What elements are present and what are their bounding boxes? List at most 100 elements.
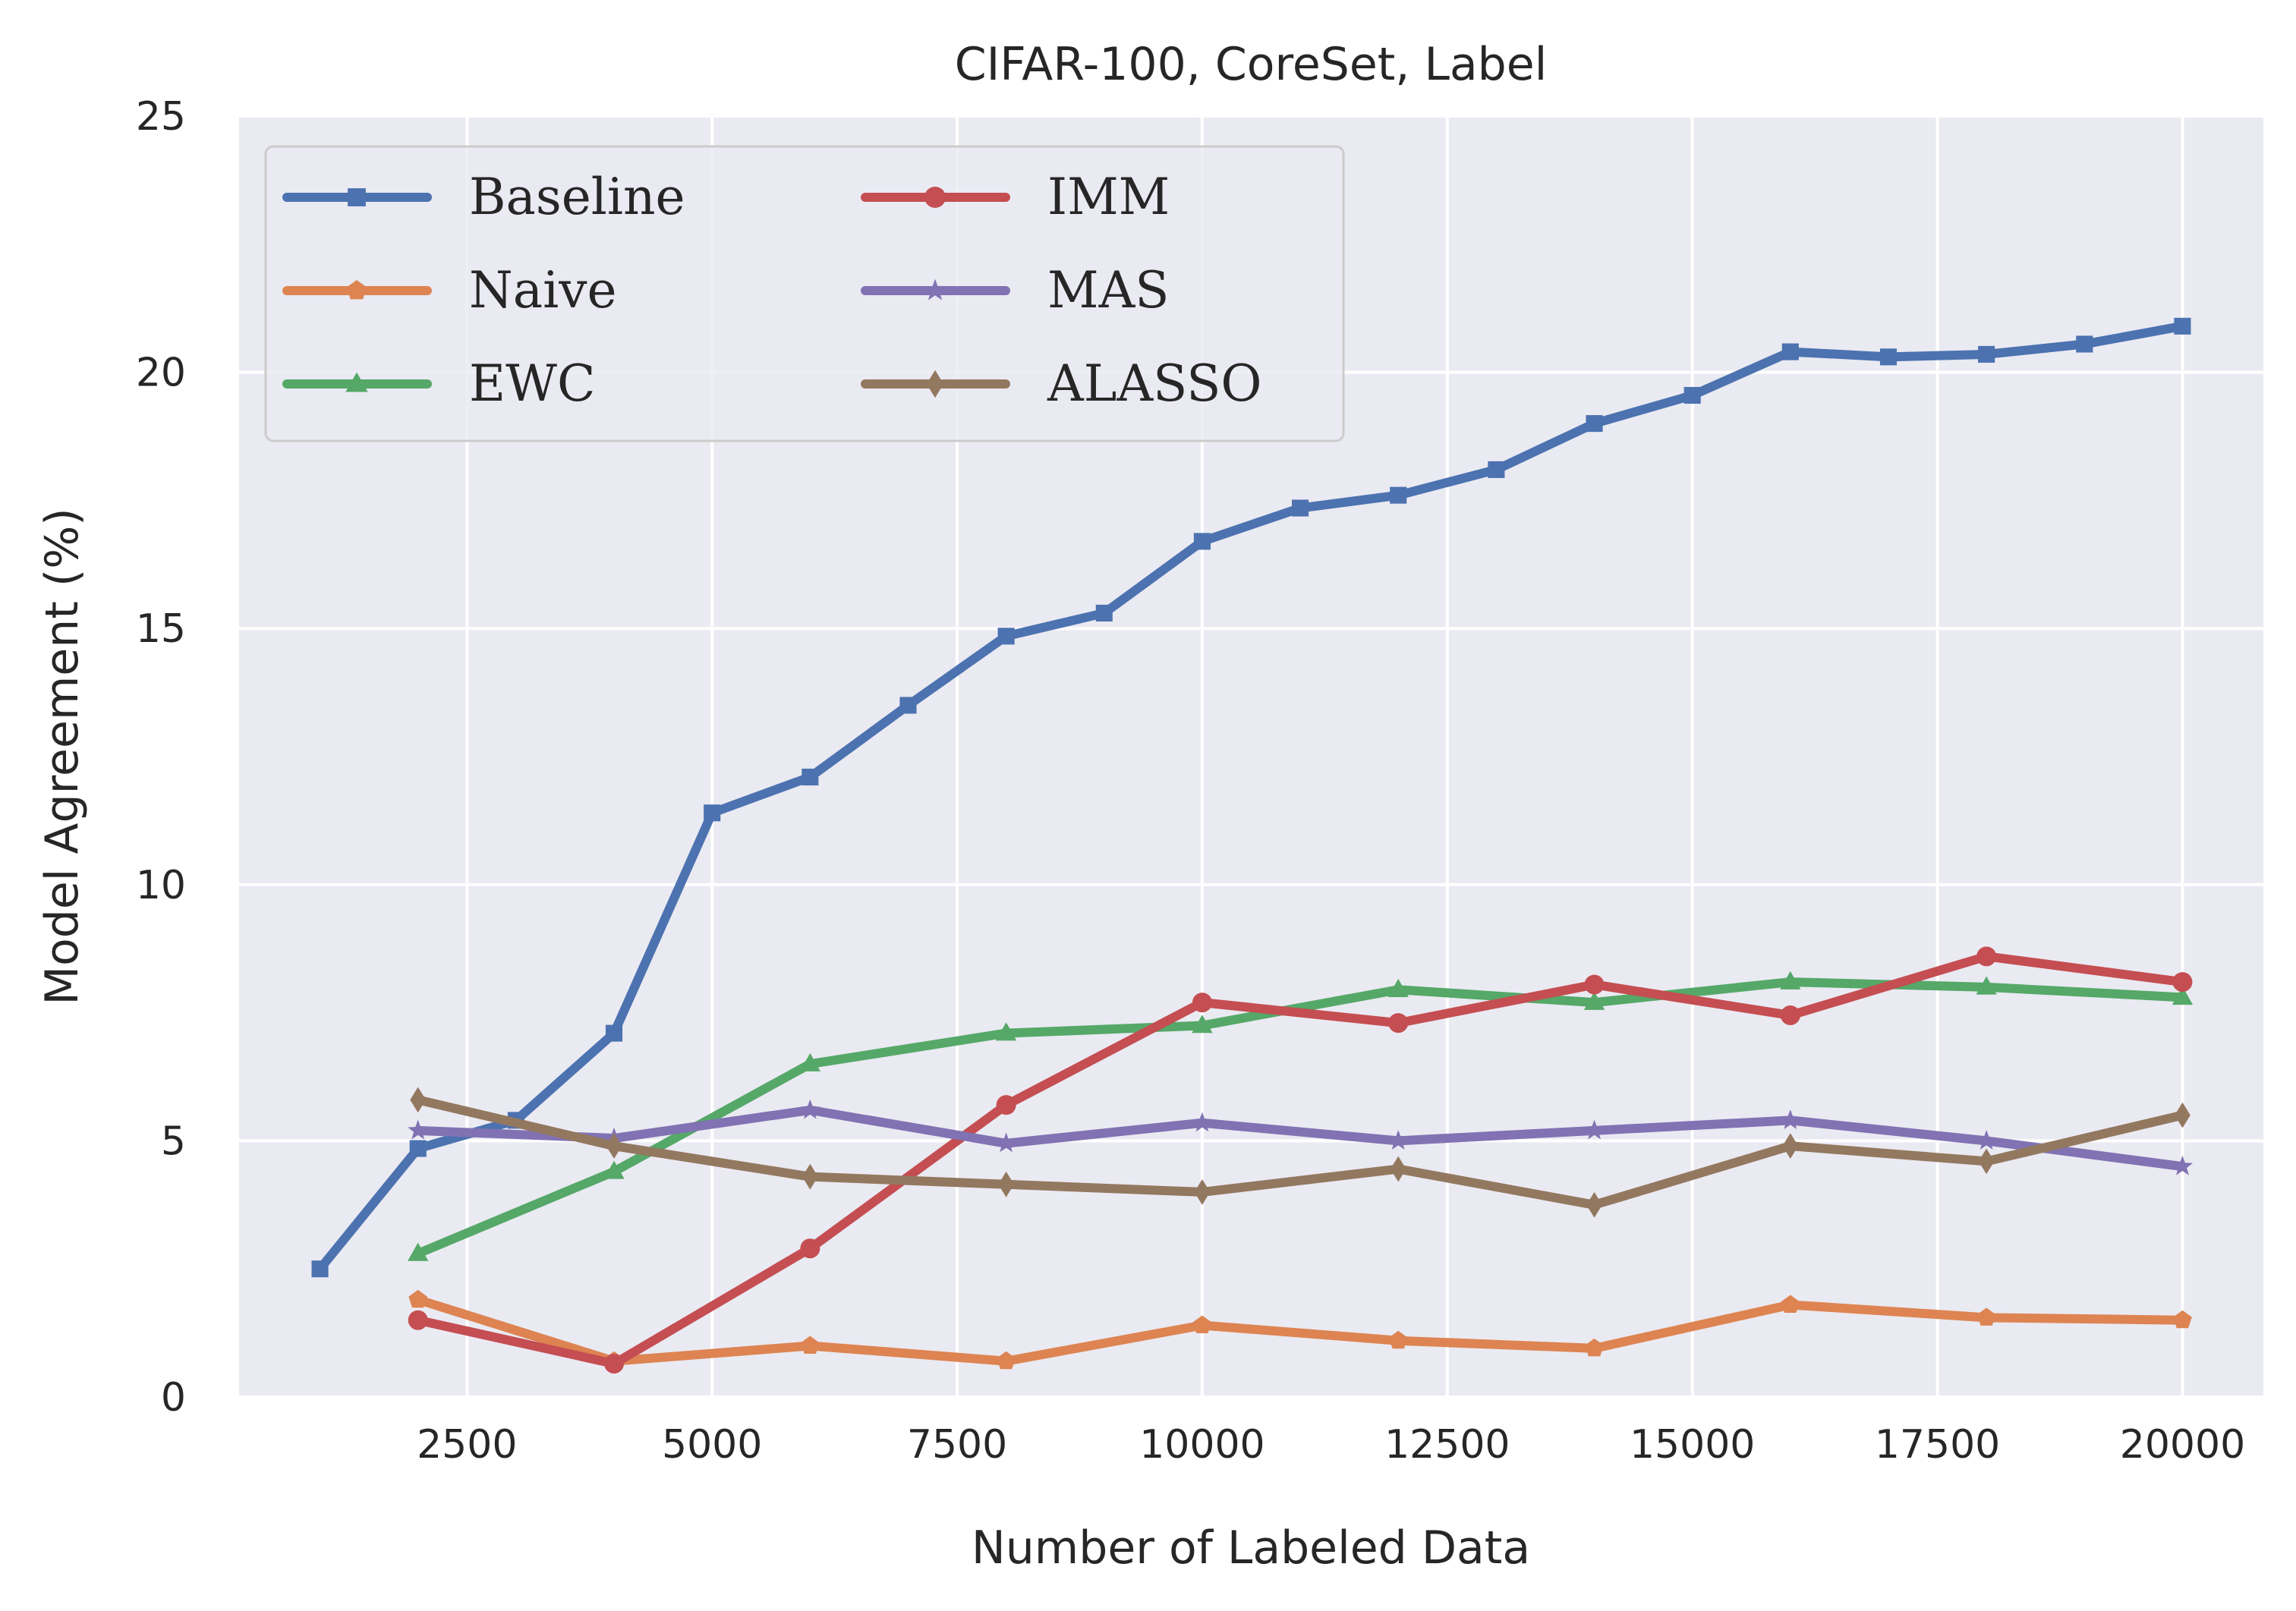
legend-item-alasso: ALASSO — [861, 354, 1262, 413]
x-tick-label: 2500 — [417, 1422, 517, 1468]
data-point-alasso — [1978, 1148, 1995, 1175]
data-point-baseline — [1978, 345, 1995, 363]
data-point-mas — [408, 1119, 429, 1140]
x-tick-label: 5000 — [662, 1422, 762, 1468]
data-point-imm — [1192, 993, 1212, 1013]
data-point-alasso — [410, 1087, 427, 1113]
data-point-baseline — [1390, 486, 1407, 504]
y-tick-label: 25 — [136, 94, 186, 140]
data-point-baseline — [1095, 604, 1113, 621]
x-tick-label: 20000 — [2120, 1422, 2245, 1468]
data-point-alasso — [998, 1171, 1015, 1197]
y-axis-label: Model Agreement (%) — [36, 508, 89, 1005]
data-point-mas — [1583, 1119, 1605, 1140]
data-point-ewc — [603, 1160, 625, 1179]
series-line-baseline — [315, 321, 2187, 1274]
data-point-ewc — [1192, 1015, 1213, 1034]
x-tick-labels: 2500 5000 7500 10000 12500 15000 17500 20000 — [417, 1422, 2245, 1468]
series-naive — [408, 1289, 2192, 1370]
legend-label-mas: MAS — [1047, 261, 1169, 319]
data-point-naive — [1192, 1315, 1212, 1333]
data-point-naive — [1781, 1295, 1800, 1313]
legend-label-ewc: EWC — [469, 354, 596, 413]
data-point-naive — [1388, 1330, 1408, 1349]
series-alasso — [410, 1087, 2190, 1218]
legend-item-baseline: Baseline — [282, 168, 685, 226]
data-point-imm — [2172, 972, 2193, 993]
series-line-naive — [413, 1295, 2187, 1366]
legend-item-imm: IMM — [861, 168, 1170, 226]
data-point-baseline — [997, 628, 1015, 645]
series-imm — [408, 946, 2193, 1374]
data-point-baseline — [1586, 415, 1603, 433]
data-point-ewc — [1387, 978, 1409, 997]
data-point-baseline — [605, 1024, 623, 1042]
legend: Baseline Naive EWC IMM MAS ALASSO — [264, 145, 1345, 442]
data-point-mas — [1780, 1109, 1801, 1129]
legend-label-imm: IMM — [1047, 168, 1170, 226]
data-point-naive — [1585, 1338, 1604, 1357]
data-point-imm — [1976, 946, 1997, 967]
legend-marker-mas — [924, 278, 946, 300]
data-point-naive — [2173, 1310, 2192, 1329]
legend-label-alasso: ALASSO — [1047, 354, 1262, 413]
data-point-naive — [408, 1289, 428, 1308]
legend-marker-imm — [924, 187, 946, 208]
chart-title: CIFAR-100, CoreSet, Label — [955, 38, 1548, 91]
y-tick-label: 10 — [136, 863, 186, 908]
y-tick-label: 15 — [136, 606, 186, 652]
y-tick-labels: 0 5 10 15 20 25 — [136, 94, 186, 1421]
data-point-ewc — [799, 1052, 820, 1071]
x-axis-label: Number of Labeled Data — [972, 1521, 1530, 1575]
data-point-mas — [996, 1132, 1017, 1153]
data-point-alasso — [1586, 1191, 1602, 1218]
data-point-naive — [1976, 1307, 1996, 1326]
data-point-alasso — [2175, 1102, 2190, 1128]
data-point-baseline — [899, 697, 917, 714]
data-point-baseline — [1292, 499, 1309, 517]
data-point-alasso — [802, 1163, 818, 1190]
data-point-baseline — [1683, 386, 1701, 404]
data-point-mas — [1387, 1130, 1409, 1150]
legend-marker-naive — [346, 280, 367, 300]
series-line-alasso — [413, 1095, 2187, 1210]
x-tick-label: 17500 — [1875, 1422, 2000, 1468]
data-point-ewc — [1583, 991, 1605, 1010]
data-point-baseline — [1193, 533, 1211, 550]
data-point-imm — [1388, 1013, 1409, 1034]
legend-box — [264, 145, 1345, 442]
data-point-alasso — [1390, 1156, 1406, 1182]
data-point-baseline — [704, 804, 721, 822]
data-point-baseline — [1781, 343, 1799, 360]
data-point-imm — [1584, 974, 1605, 995]
legend-marker-ewc — [345, 372, 368, 392]
legend-item-naive: Naive — [282, 261, 617, 319]
y-tick-label: 0 — [161, 1375, 186, 1421]
data-point-alasso — [1194, 1179, 1211, 1205]
data-point-baseline — [2076, 335, 2093, 353]
data-point-baseline — [802, 768, 819, 786]
data-point-imm — [800, 1238, 820, 1259]
legend-marker-baseline — [348, 188, 366, 206]
data-point-ewc — [408, 1242, 429, 1261]
y-tick-label: 20 — [136, 351, 186, 396]
x-tick-label: 10000 — [1139, 1422, 1265, 1468]
legend-marker-alasso — [926, 370, 944, 398]
data-point-naive — [997, 1351, 1016, 1370]
series-layer — [311, 317, 2194, 1374]
data-point-mas — [1976, 1130, 1997, 1150]
x-tick-label: 12500 — [1384, 1422, 1510, 1468]
data-point-ewc — [1976, 976, 1997, 995]
data-point-baseline — [1879, 348, 1898, 366]
data-point-mas — [2172, 1155, 2194, 1175]
data-point-imm — [1780, 1005, 1800, 1025]
data-point-ewc — [995, 1022, 1017, 1041]
data-point-baseline — [2174, 317, 2191, 335]
data-point-imm — [996, 1095, 1016, 1115]
legend-label-baseline: Baseline — [469, 168, 685, 226]
data-point-mas — [1192, 1112, 1213, 1132]
data-point-naive — [800, 1336, 820, 1354]
series-line-imm — [413, 952, 2187, 1369]
legend-label-naive: Naive — [469, 261, 617, 319]
